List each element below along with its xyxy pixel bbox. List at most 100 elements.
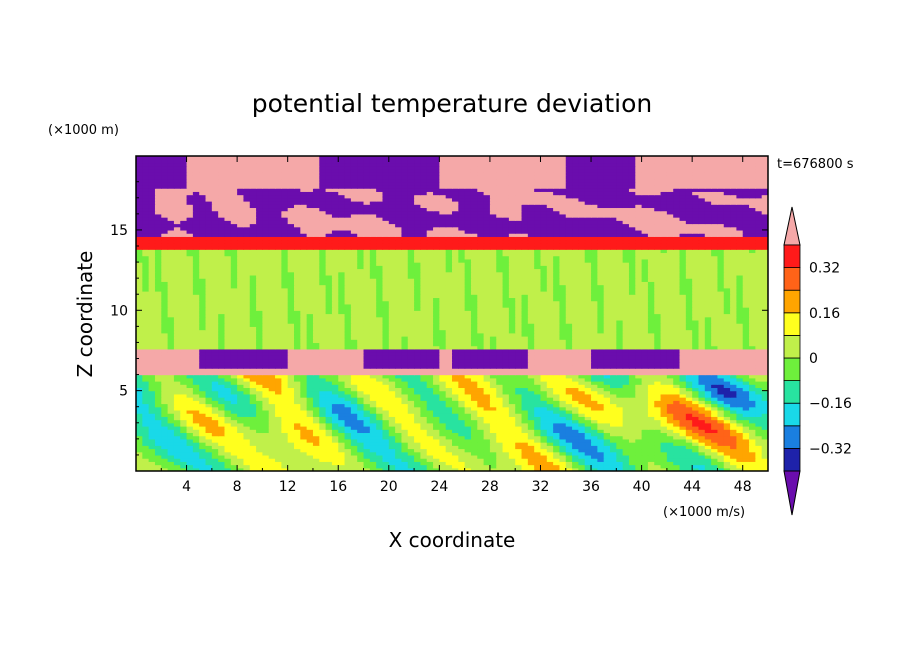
field-cell (426, 345, 434, 350)
field-cell (597, 364, 605, 369)
field-cell (192, 313, 200, 318)
field-cell (262, 381, 270, 385)
field-cell (388, 451, 396, 456)
field-cell (527, 426, 535, 430)
field-cell (319, 438, 327, 443)
field-cell (730, 413, 737, 417)
field-cell (584, 442, 592, 446)
field-cell (401, 397, 409, 401)
field-cell (199, 313, 207, 318)
field-cell (515, 387, 523, 392)
field-cell (578, 384, 586, 389)
field-cell (433, 381, 440, 385)
field-cell (483, 371, 491, 376)
field-cell (312, 426, 320, 430)
field-cell (439, 384, 447, 389)
field-cell (154, 387, 162, 392)
field-cell (666, 345, 674, 350)
field-cell (294, 342, 301, 347)
field-cell (489, 313, 497, 318)
field-cell (357, 374, 365, 379)
field-cell (338, 400, 346, 405)
field-cell (755, 387, 763, 392)
field-cell (205, 316, 213, 321)
field-cell (761, 400, 768, 405)
field-cell (755, 384, 763, 389)
field-cell (312, 442, 320, 446)
field-cell (230, 403, 238, 408)
field-cell (483, 381, 491, 385)
field-cell (540, 329, 548, 334)
field-cell (338, 432, 346, 437)
field-cell (237, 339, 245, 344)
field-cell (180, 393, 188, 398)
field-cell (654, 387, 662, 392)
field-cell (148, 419, 156, 424)
field-cell (591, 348, 598, 353)
field-cell (508, 336, 516, 340)
field-cell (534, 352, 542, 356)
field-cell (439, 432, 447, 437)
field-cell (186, 342, 194, 347)
field-cell (433, 429, 440, 434)
field-cell (521, 358, 529, 363)
field-cell (458, 461, 466, 466)
field-cell (433, 368, 440, 372)
field-cell (654, 336, 662, 340)
field-cell (546, 442, 554, 446)
field-cell (357, 387, 365, 392)
field-cell (559, 448, 567, 453)
field-cell (635, 406, 643, 411)
field-cell (167, 451, 175, 456)
field-cell (521, 384, 529, 389)
field-cell (679, 358, 687, 363)
field-cell (382, 400, 390, 405)
field-cell (230, 352, 238, 356)
field-cell (565, 413, 573, 417)
field-cell (186, 438, 194, 443)
field-cell (388, 323, 396, 327)
field-cell (692, 448, 700, 453)
field-cell (496, 374, 504, 379)
field-cell (755, 336, 763, 340)
field-cell (331, 348, 339, 353)
field-cell (534, 464, 542, 469)
field-cell (363, 400, 371, 405)
field-cell (369, 442, 377, 446)
field-cell (578, 467, 586, 471)
field-cell (211, 326, 219, 331)
field-cell (616, 377, 624, 382)
field-cell (546, 461, 554, 466)
field-cell (521, 426, 529, 430)
field-cell (565, 403, 573, 408)
field-cell (628, 381, 636, 385)
field-cell (685, 381, 693, 385)
field-cell (154, 445, 162, 450)
field-cell (470, 458, 478, 462)
field-cell (142, 364, 150, 369)
field-cell (294, 403, 301, 408)
field-cell (180, 432, 188, 437)
field-cell (243, 361, 251, 366)
field-cell (237, 374, 245, 379)
field-cell (154, 326, 162, 331)
field-cell (281, 438, 289, 443)
field-cell (287, 454, 295, 459)
field-cell (173, 329, 181, 334)
field-cell (388, 467, 396, 471)
field-cell (218, 371, 226, 376)
field-cell (300, 445, 308, 450)
field-cell (559, 416, 567, 421)
field-cell (502, 454, 510, 459)
field-cell (477, 310, 485, 315)
field-cell (698, 442, 706, 446)
field-cell (502, 387, 510, 392)
field-cell (445, 435, 453, 440)
field-cell (628, 316, 636, 321)
field-cell (426, 454, 434, 459)
field-cell (192, 419, 200, 424)
field-cell (186, 381, 194, 385)
field-cell (237, 313, 245, 318)
field-cell (489, 413, 497, 417)
field-cell (262, 326, 270, 331)
